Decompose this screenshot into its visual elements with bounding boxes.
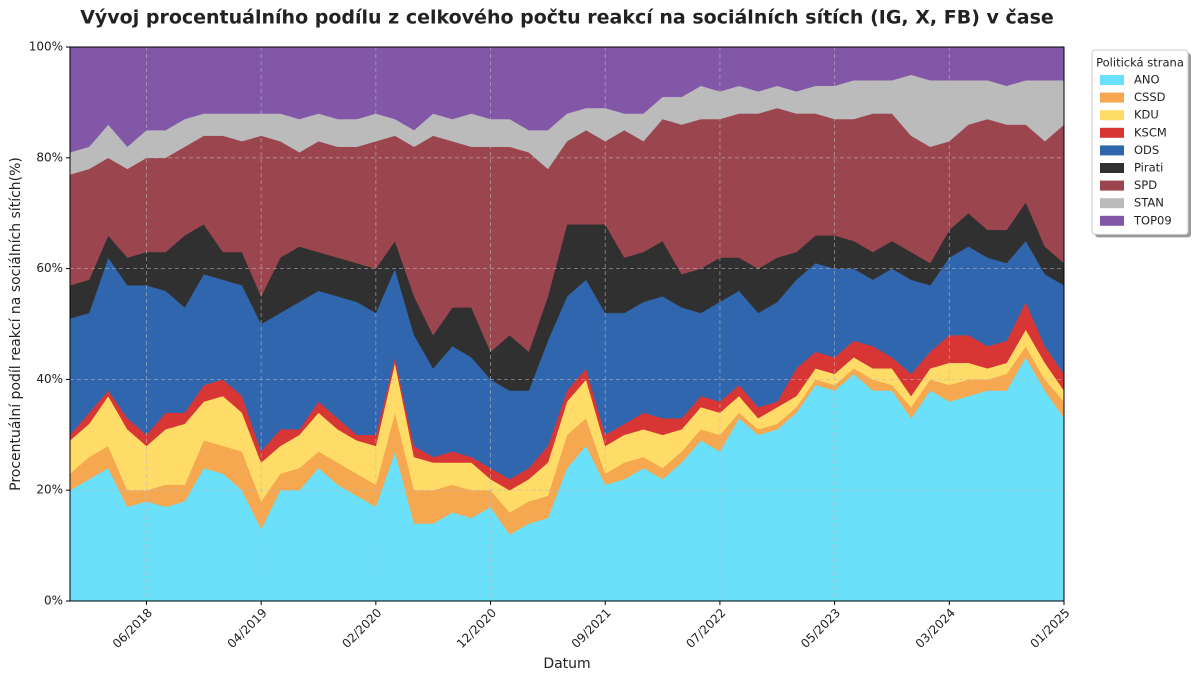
legend-swatch [1100,198,1124,209]
y-tick-label: 80% [36,150,63,164]
legend-label: CSSD [1134,90,1166,104]
x-tick-label: 03/2024 [913,606,958,651]
x-tick-label: 04/2019 [225,606,270,651]
chart-title: Vývoj procentuálního podílu z celkového … [80,7,1054,29]
x-tick-label: 02/2020 [339,606,384,651]
legend-swatch [1100,163,1124,173]
x-axis-label: Datum [543,656,590,672]
legend-label: Pirati [1134,161,1163,175]
legend-swatch [1100,110,1124,121]
legend-label: TOP09 [1133,213,1172,227]
x-tick-label: 09/2021 [569,606,614,651]
y-tick-label: 20% [36,483,63,497]
legend-swatch [1100,215,1124,226]
y-axis-label: Procentuální podíl reakcí na sociálních … [8,157,24,491]
legend-label: ODS [1134,143,1159,157]
y-tick-label: 0% [44,594,63,608]
legend-swatch [1100,145,1124,156]
legend-label: KDU [1134,108,1159,122]
x-tick-label: 12/2020 [454,606,499,651]
legend-label: ANO [1134,73,1160,87]
x-tick-label: 01/2025 [1027,606,1072,651]
y-tick-label: 100% [29,40,63,54]
y-tick-label: 40% [36,372,63,386]
legend-label: KSCM [1134,125,1167,139]
x-tick-label: 07/2022 [683,606,728,651]
legend-label: STAN [1134,196,1164,210]
area [70,47,1064,153]
legend-title: Politická strana [1096,56,1184,70]
x-tick-label: 06/2018 [110,606,155,651]
plot-area [70,47,1064,601]
legend-swatch [1100,180,1124,191]
legend-label: SPD [1134,178,1157,192]
x-tick-label: 05/2023 [798,606,843,651]
legend-swatch [1100,92,1124,103]
legend-swatch [1100,127,1124,138]
legend-swatch [1100,75,1124,85]
plot-frame [69,46,1065,602]
y-tick-label: 60% [36,261,63,275]
